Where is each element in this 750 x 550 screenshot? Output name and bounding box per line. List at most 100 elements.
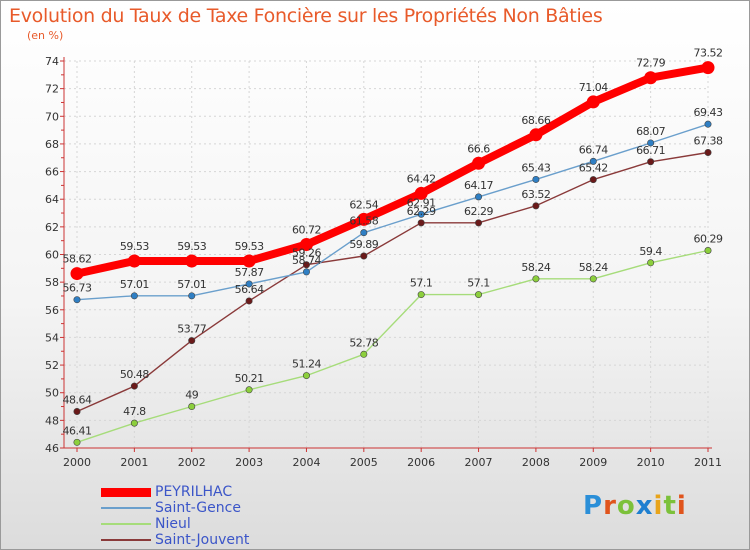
y-tick-label: 54: [45, 331, 59, 344]
data-label: 62.29: [464, 205, 493, 218]
x-tick-label: 2010: [637, 456, 665, 469]
legend-swatch: [101, 539, 151, 541]
data-label: 60.29: [694, 232, 723, 245]
data-point: [302, 372, 310, 380]
data-label: 48.64: [63, 394, 92, 407]
y-tick-label: 48: [45, 414, 59, 427]
data-label: 68.07: [636, 125, 665, 138]
x-tick-label: 2006: [407, 456, 435, 469]
x-tick-label: 2003: [235, 456, 263, 469]
logo-letter: o: [616, 491, 636, 521]
data-point: [360, 229, 368, 237]
series-line-nieul: [76, 249, 709, 443]
data-point: [130, 382, 138, 390]
data-label: 56.64: [235, 283, 264, 296]
data-point: [472, 156, 486, 170]
chart-unit-label: (en %): [27, 29, 64, 42]
legend-label: PEYRILHAC: [155, 484, 233, 500]
series-line-saint-gence: [76, 123, 709, 301]
data-point: [360, 252, 368, 260]
x-tick-label: 2005: [350, 456, 378, 469]
data-label: 60.72: [292, 224, 321, 237]
proxiti-logo: Proxiti: [583, 491, 687, 521]
series-layer: [70, 61, 715, 446]
data-label: 58.62: [63, 253, 92, 266]
legend-label: Saint-Jouvent: [155, 532, 250, 548]
axes: 46 48 50 52 54 56 58 60 62 64 66 68 70 72 74 2000 2001 20…: [45, 55, 722, 469]
data-point: [475, 219, 483, 227]
chart-title: Evolution du Taux de Taxe Foncière sur l…: [9, 5, 603, 27]
data-point: [589, 176, 597, 184]
legend-swatch: [101, 523, 151, 525]
data-point: [417, 219, 425, 227]
data-point: [130, 292, 138, 300]
data-point: [532, 275, 540, 283]
data-label: 69.43: [694, 106, 723, 119]
data-labels: 58.62 59.53 59.53 59.53 60.72 62.54 64.42 66.6 6…: [63, 47, 724, 438]
data-label: 59.53: [120, 240, 149, 253]
data-point: [188, 337, 196, 345]
data-point: [130, 419, 138, 427]
y-tick-label: 68: [45, 138, 59, 151]
data-label: 58.24: [521, 261, 550, 274]
data-label: 71.04: [579, 81, 608, 94]
x-tick-label: 2007: [465, 456, 493, 469]
data-point: [475, 291, 483, 299]
data-point: [475, 193, 483, 201]
data-point: [73, 438, 81, 446]
legend-swatch: [101, 507, 151, 509]
data-point: [73, 296, 81, 304]
data-label: 59.89: [349, 238, 378, 251]
data-label: 72.79: [636, 57, 665, 70]
data-label: 53.77: [177, 323, 206, 336]
legend-label: Saint-Gence: [155, 500, 241, 516]
data-point: [589, 157, 597, 165]
data-label: 50.21: [235, 372, 264, 385]
data-point: [242, 254, 256, 268]
data-label: 51.24: [292, 358, 321, 371]
data-point: [245, 386, 253, 394]
y-tick-label: 58: [45, 276, 59, 289]
x-tick-label: 2000: [63, 456, 91, 469]
legend-swatch: [101, 487, 151, 497]
data-label: 61.58: [349, 215, 378, 228]
data-label: 64.42: [407, 172, 436, 185]
x-tick-label: 2001: [120, 456, 148, 469]
data-label: 62.91: [407, 196, 436, 209]
data-label: 67.38: [694, 134, 723, 147]
y-tick-label: 50: [45, 387, 59, 400]
x-tick-label: 2004: [292, 456, 320, 469]
series-line-saint-jouvent: [76, 151, 709, 413]
data-point: [701, 61, 715, 75]
logo-letter: i: [653, 491, 664, 521]
data-point: [73, 408, 81, 416]
data-label: 59.26: [292, 247, 321, 260]
data-point: [302, 261, 310, 269]
data-point: [647, 259, 655, 267]
data-point: [302, 268, 310, 276]
data-label: 58.74: [292, 254, 321, 267]
data-point: [245, 280, 253, 288]
data-label: 66.71: [636, 144, 665, 157]
data-point: [704, 246, 712, 254]
data-point: [417, 210, 425, 218]
y-tick-label: 64: [45, 193, 59, 206]
y-tick-label: 70: [45, 110, 59, 123]
data-label: 59.53: [177, 240, 206, 253]
data-point: [417, 291, 425, 299]
legend-label: Nieul: [155, 516, 191, 532]
data-point: [357, 212, 371, 226]
data-label: 66.74: [579, 143, 608, 156]
data-label: 65.42: [579, 162, 608, 175]
data-point: [589, 275, 597, 283]
data-label: 73.52: [694, 47, 723, 60]
x-tick-label: 2009: [579, 456, 607, 469]
data-point: [299, 238, 313, 252]
logo-letter: t: [663, 491, 677, 521]
data-label: 62.29: [407, 205, 436, 218]
data-label: 59.53: [235, 240, 264, 253]
series-line-peyrilhac: [73, 63, 712, 278]
data-label: 57.87: [235, 266, 264, 279]
logo-letter: r: [603, 491, 617, 521]
